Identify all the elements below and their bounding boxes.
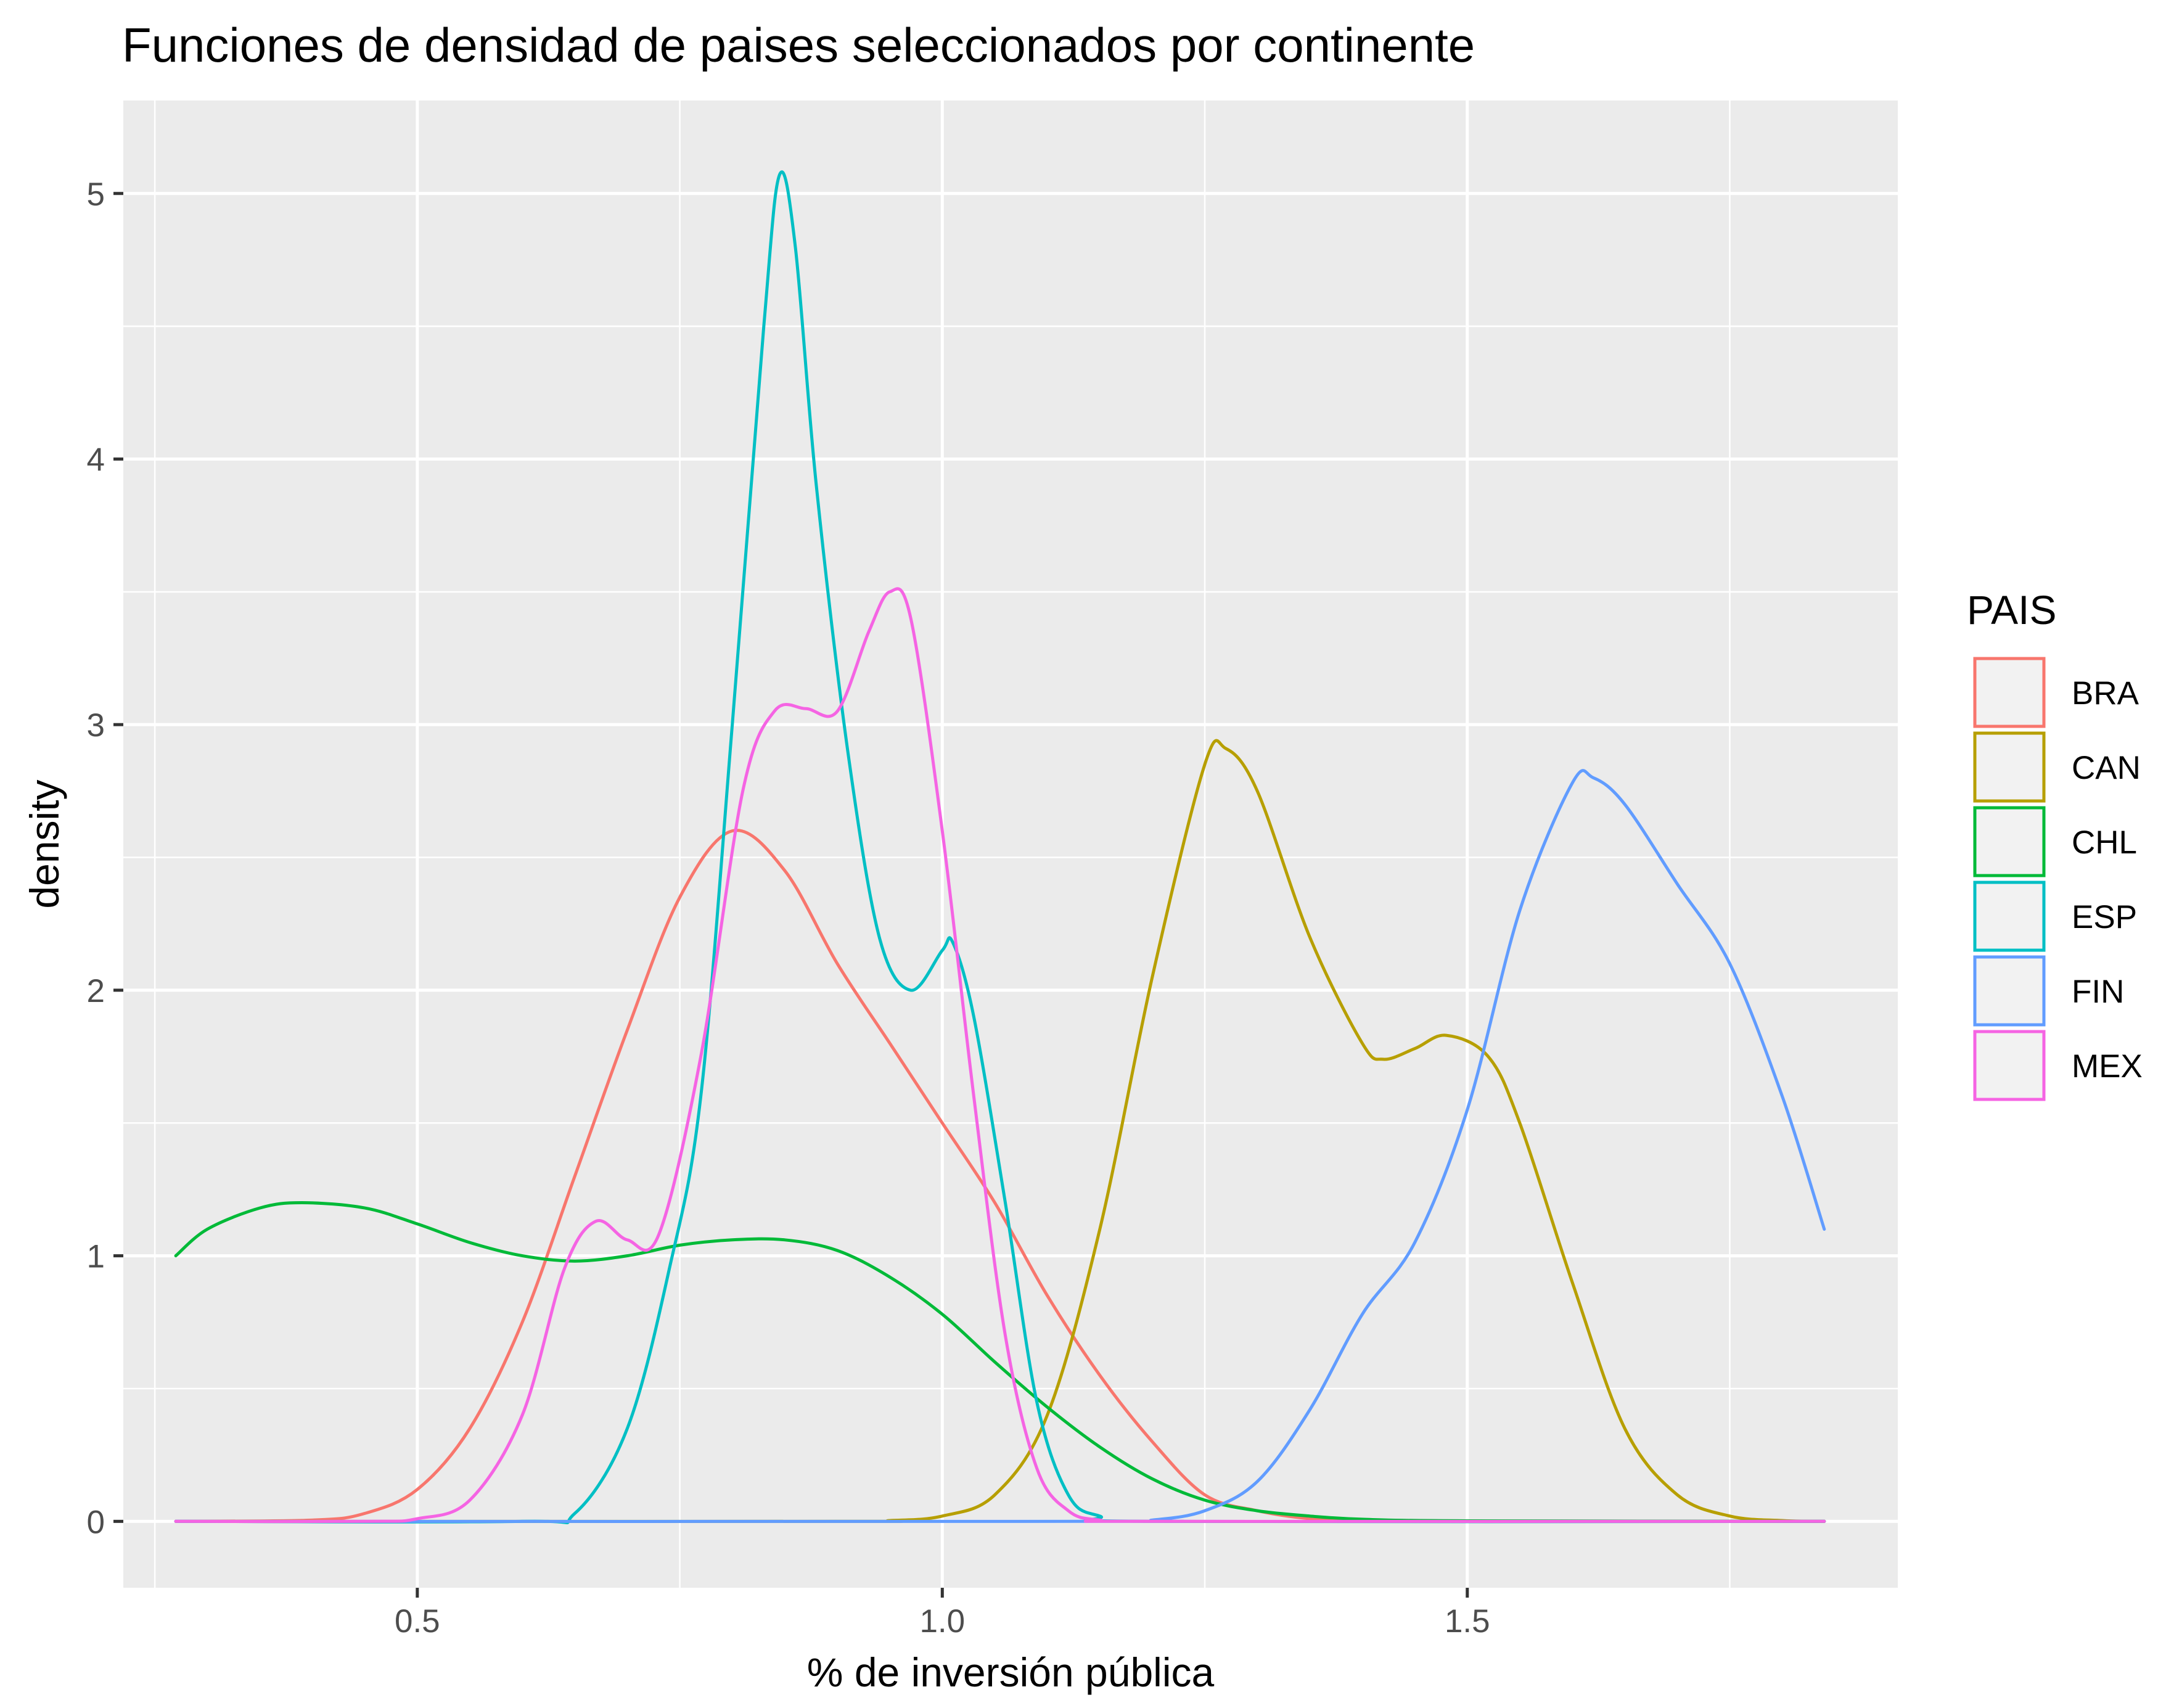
x-axis-title: % de inversión pública	[807, 1649, 1215, 1695]
legend-key-fin	[1973, 955, 2046, 1027]
y-axis: 0 1 2 3 4 5	[87, 176, 123, 1540]
density-line-bra	[174, 829, 1826, 1523]
major-gridlines	[123, 101, 1898, 1588]
legend: PAIS BRA CAN CHL ESP FIN MEX	[1967, 587, 2143, 1101]
legend-label-mex: MEX	[2072, 1048, 2143, 1085]
x-tick-label: 1.5	[1445, 1603, 1490, 1640]
y-axis-title: density	[22, 779, 67, 908]
minor-gridlines	[123, 101, 1898, 1588]
y-tick-label: 2	[87, 973, 105, 1009]
y-tick-label: 5	[87, 176, 105, 213]
y-tick-label: 3	[87, 707, 105, 744]
density-line-mex	[174, 587, 1826, 1524]
y-tick-label: 1	[87, 1239, 105, 1275]
legend-key-bra	[1973, 657, 2046, 728]
legend-label-esp: ESP	[2072, 899, 2137, 935]
legend-label-fin: FIN	[2072, 974, 2124, 1010]
plot-panel	[123, 101, 1898, 1588]
legend-label-bra: BRA	[2072, 675, 2139, 712]
legend-title: PAIS	[1967, 587, 2057, 633]
chart-title: Funciones de densidad de paises seleccio…	[122, 18, 1475, 72]
x-axis: 0.5 1.0 1.5	[395, 1588, 1490, 1640]
legend-key-can	[1973, 731, 2046, 803]
legend-label-can: CAN	[2072, 750, 2141, 786]
y-tick-label: 0	[87, 1504, 105, 1540]
legend-key-chl	[1973, 806, 2046, 877]
density-line-chl	[174, 1201, 1826, 1523]
legend-key-esp	[1973, 881, 2046, 952]
y-tick-label: 4	[87, 441, 105, 478]
legend-label-chl: CHL	[2072, 824, 2137, 861]
x-tick-label: 1.0	[919, 1603, 965, 1640]
x-tick-label: 0.5	[395, 1603, 440, 1640]
legend-key-mex	[1973, 1030, 2046, 1101]
density-line-esp	[174, 170, 1826, 1524]
density-curves	[174, 170, 1826, 1524]
